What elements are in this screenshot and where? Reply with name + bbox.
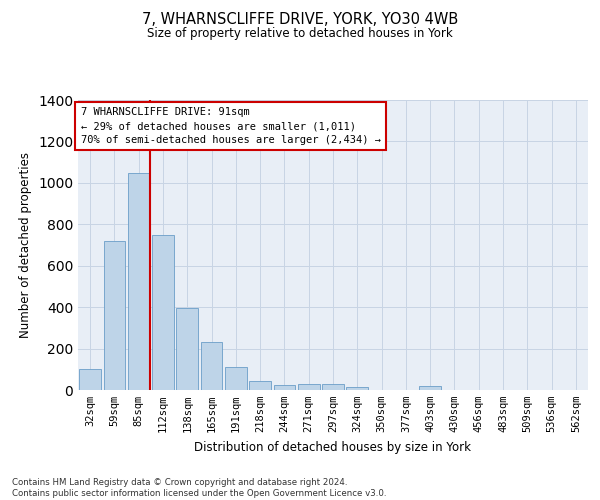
Text: 7 WHARNSCLIFFE DRIVE: 91sqm
← 29% of detached houses are smaller (1,011)
70% of : 7 WHARNSCLIFFE DRIVE: 91sqm ← 29% of det… xyxy=(80,108,380,146)
Bar xyxy=(346,387,368,390)
Bar xyxy=(249,380,271,390)
Bar xyxy=(274,385,295,390)
Bar xyxy=(225,367,247,390)
Bar xyxy=(298,384,320,390)
Bar xyxy=(79,370,101,390)
Bar xyxy=(419,386,441,390)
Bar xyxy=(104,241,125,390)
Text: Contains HM Land Registry data © Crown copyright and database right 2024.
Contai: Contains HM Land Registry data © Crown c… xyxy=(12,478,386,498)
Text: Size of property relative to detached houses in York: Size of property relative to detached ho… xyxy=(147,28,453,40)
X-axis label: Distribution of detached houses by size in York: Distribution of detached houses by size … xyxy=(194,440,472,454)
Bar xyxy=(128,172,149,390)
Bar xyxy=(152,234,174,390)
Bar xyxy=(322,384,344,390)
Text: 7, WHARNSCLIFFE DRIVE, YORK, YO30 4WB: 7, WHARNSCLIFFE DRIVE, YORK, YO30 4WB xyxy=(142,12,458,28)
Y-axis label: Number of detached properties: Number of detached properties xyxy=(19,152,32,338)
Bar xyxy=(200,342,223,390)
Bar xyxy=(176,308,198,390)
